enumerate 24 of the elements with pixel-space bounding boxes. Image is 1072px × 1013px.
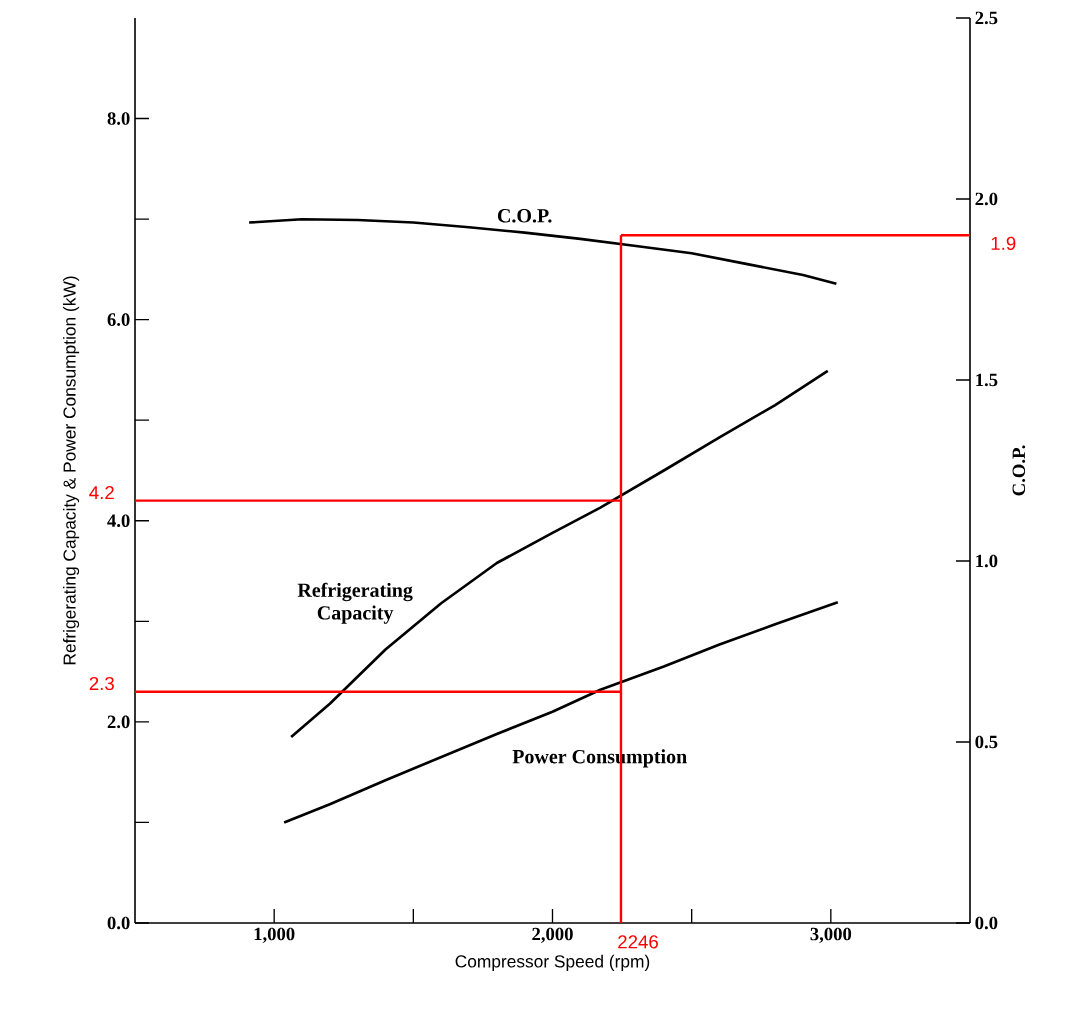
x-tick-label: 1,000 [254, 927, 295, 943]
y-axis-title: Refrigerating Capacity & Power Consumption (kW) [62, 276, 80, 665]
x-axis-title: Compressor Speed (rpm) [455, 954, 650, 971]
y2-tick-label: 1.0 [976, 554, 998, 568]
y2-tick-label: 0.5 [975, 735, 998, 749]
series-label: C.O.P. [497, 209, 552, 223]
x-tick-label: 3,000 [810, 927, 852, 943]
ref-line-label: 2.3 [89, 676, 114, 691]
y-tick-label: 4.0 [107, 514, 130, 528]
y2-tick-label: 2.5 [975, 11, 998, 25]
y-tick-label: 6.0 [107, 313, 130, 326]
y2-tick-label: 2.0 [975, 192, 998, 206]
ref-line-label: 4.2 [89, 486, 114, 500]
y2-tick-label: 1.5 [976, 373, 998, 387]
y-tick-label: 8.0 [107, 112, 130, 125]
ref-line-label: 2246 [618, 935, 658, 949]
series-label: Refrigerating Capacity [297, 582, 413, 624]
y-tick-label: 0.0 [107, 916, 130, 930]
line-series [289, 369, 830, 739]
ref-line-label: 1.9 [991, 236, 1016, 251]
x-tick-label: 2,000 [532, 927, 573, 943]
y2-tick-label: 0.0 [975, 916, 998, 930]
y-tick-label: 2.0 [107, 715, 130, 729]
y2-axis-title: C.O.P. [1012, 445, 1026, 496]
